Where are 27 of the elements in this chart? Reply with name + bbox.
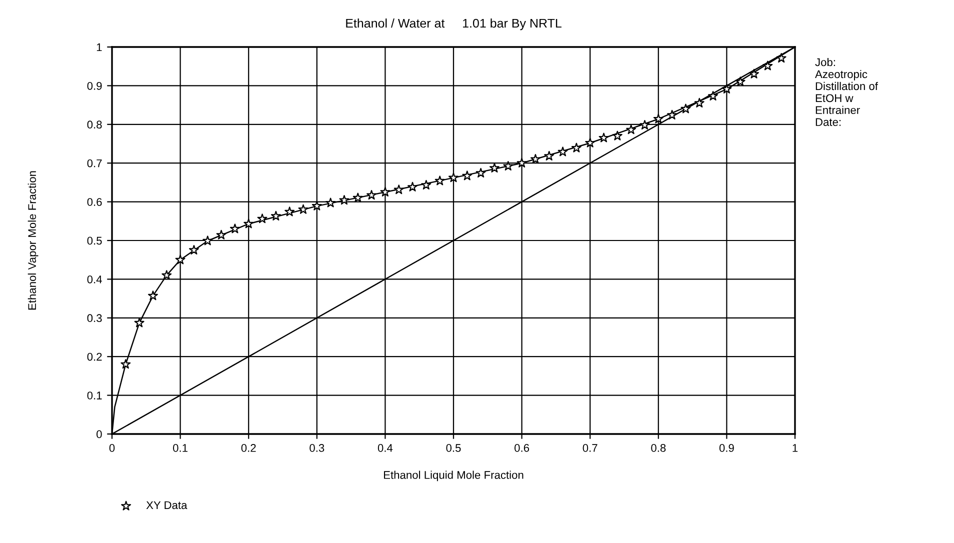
y-tick-label: 0.8 <box>87 120 102 129</box>
y-tick-label: 0.3 <box>87 314 102 322</box>
y-tick-label: 1 <box>96 43 102 52</box>
y-tick-label: 0.7 <box>87 159 102 168</box>
x-tick-label: 1 <box>792 444 798 452</box>
chart-title: Ethanol / Water at 1.01 bar By NRTL <box>346 18 562 30</box>
x-axis-title: Ethanol Liquid Mole Fraction <box>384 470 524 482</box>
y-tick-label: 0.9 <box>87 82 102 90</box>
y-axis-title: Ethanol Vapor Mole Fraction <box>28 171 38 310</box>
x-tick-label: 0.2 <box>241 444 256 452</box>
text: Job: Azeotropic Distillation of EtOH w Entrainer Date: <box>815 58 878 126</box>
x-tick-label: 0.8 <box>651 444 666 452</box>
legend-label: XY Data <box>146 501 188 510</box>
x-tick-label: 0.6 <box>514 444 530 452</box>
y-tick-label: 0.5 <box>87 236 102 245</box>
y-tick-label: 0.4 <box>87 275 102 284</box>
x-tick-label: 0.7 <box>582 444 598 452</box>
y-tick-label: 0.1 <box>87 392 102 400</box>
x-tick-label: 0.4 <box>378 444 393 452</box>
y-tick-label: 0.6 <box>87 198 102 206</box>
x-tick-label: 0.5 <box>446 444 461 452</box>
y-tick-label: 0.2 <box>87 352 102 361</box>
x-tick-label: 0.9 <box>719 444 734 452</box>
x-tick-label: 0.3 <box>310 444 324 452</box>
y-tick-label: 0 <box>96 430 102 438</box>
x-tick-label: 0.1 <box>173 444 188 452</box>
x-tick-label: 0 <box>109 444 115 452</box>
